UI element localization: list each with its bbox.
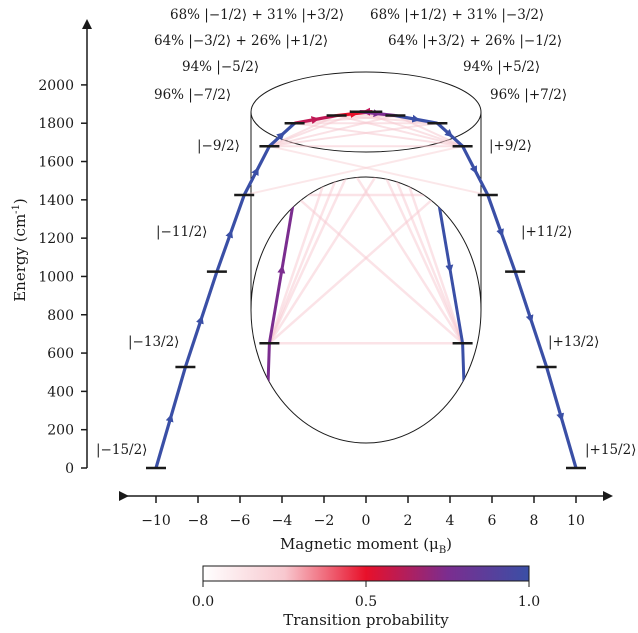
faint-transition-line: [394, 114, 464, 148]
colorbar: 0.0 0.5 1.0 Transition probability: [192, 565, 540, 629]
relaxation-path-segment: [513, 271, 549, 368]
y-tick-label: 200: [47, 423, 74, 439]
level-ticks: [146, 110, 586, 470]
inset-path-segment: [435, 194, 465, 344]
x-ticks: −10 −8 −6 −4 −2 0 2 4 6 8 10: [141, 496, 585, 529]
inset-faint-transition: [268, 177, 397, 344]
main-paths: [154, 107, 578, 469]
inset-faint-transition: [293, 194, 464, 345]
relaxation-path-segment: [294, 113, 337, 125]
faint-transition-line: [269, 122, 438, 148]
zoom-inset-ellipse: [250, 176, 482, 444]
y-tick-label: 1200: [38, 231, 74, 247]
relaxation-path-segment: [215, 194, 246, 273]
faint-transition-line: [243, 145, 463, 197]
state-label: |−11/2⟩: [156, 224, 207, 240]
state-label: 94% |+5/2⟩: [463, 59, 540, 75]
x-tick-label: −6: [230, 513, 251, 529]
y-tick-label: 400: [47, 384, 74, 400]
state-label: 64% |+3/2⟩ + 26% |−1/2⟩: [388, 33, 562, 49]
y-tick-label: 1800: [38, 116, 74, 132]
x-tick-label: 4: [446, 513, 455, 529]
relaxation-path-segment: [154, 366, 187, 469]
y-tick-label: 2000: [38, 78, 74, 94]
inset-path-segment: [267, 194, 297, 344]
faint-transition-line: [336, 114, 463, 148]
faint-transition-line: [359, 110, 463, 148]
inset-faint-transition: [268, 177, 374, 344]
x-tick-label: 6: [488, 513, 497, 529]
y-tick-label: 600: [47, 346, 74, 362]
state-label: |+9/2⟩: [489, 138, 532, 154]
y-tick-label: 1600: [38, 155, 74, 171]
relaxation-path-segment: [242, 145, 271, 196]
x-axis-title: Magnetic moment (μB): [280, 535, 452, 556]
colorbar-tick-label: 0.5: [355, 594, 377, 610]
y-tick-label: 0: [65, 461, 74, 477]
relaxation-path-segment: [436, 122, 464, 148]
colorbar-tick-label: 1.0: [518, 594, 540, 610]
relaxation-path-segment: [545, 366, 578, 469]
zoom-cylinder: [250, 71, 482, 444]
colorbar-tick-label: 0.0: [192, 594, 214, 610]
inset-faint-transition: [358, 177, 464, 344]
state-label: |+13/2⟩: [548, 334, 599, 350]
x-tick-label: −8: [188, 513, 209, 529]
y-ticks: 0 200 400 600 800 1000 1200 1400 1600 1800 2000: [38, 78, 87, 477]
faint-transition-line: [269, 145, 489, 197]
x-tick-label: −2: [314, 513, 335, 529]
inset-faint-transition: [371, 177, 464, 344]
relaxation-path-segment: [395, 113, 438, 125]
x-tick-label: −4: [272, 513, 293, 529]
inset-faint-transition: [268, 177, 361, 344]
x-tick-label: −10: [141, 513, 171, 529]
state-label: |−15/2⟩: [96, 442, 147, 458]
y-tick-label: 800: [47, 308, 74, 324]
relaxation-path-segment: [486, 194, 517, 273]
faint-transition-line: [269, 114, 396, 148]
colorbar-title: Transition probability: [283, 611, 449, 629]
state-label: |−9/2⟩: [197, 138, 240, 154]
y-tick-label: 1000: [38, 269, 74, 285]
state-label: 68% |−1/2⟩ + 31% |+3/2⟩: [170, 7, 344, 23]
inset-faint-transition: [335, 177, 464, 344]
state-label: |+11/2⟩: [521, 224, 572, 240]
y-axis-title: Energy (cm-1): [11, 198, 29, 302]
colorbar-gradient: [202, 565, 530, 582]
inset-path-segment: [263, 343, 272, 443]
x-tick-label: 2: [404, 513, 413, 529]
inset-path-segment: [460, 343, 469, 443]
x-tick-label: 10: [567, 513, 585, 529]
state-label: |+15/2⟩: [585, 442, 636, 458]
state-label: 96% |−7/2⟩: [154, 87, 231, 103]
x-tick-label: 0: [362, 513, 371, 529]
inset-paths: [259, 177, 473, 443]
relaxation-path-segment: [268, 122, 296, 148]
state-label: 64% |−3/2⟩ + 26% |+1/2⟩: [154, 33, 328, 49]
inset-faint-transition: [268, 194, 439, 345]
x-tick-label: 8: [530, 513, 539, 529]
state-labels: |−15/2⟩ |−13/2⟩ |−11/2⟩ |−9/2⟩ 96% |−7/2⟩ 94%…: [96, 7, 636, 458]
colorbar-ticks: 0.0 0.5 1.0: [192, 581, 540, 610]
relaxation-path-segment: [461, 145, 490, 196]
relaxation-path-segment: [183, 271, 219, 368]
state-label: 68% |+1/2⟩ + 31% |−3/2⟩: [370, 7, 544, 23]
state-label: |−13/2⟩: [128, 334, 179, 350]
y-tick-label: 1400: [38, 193, 74, 209]
faint-transition-line: [294, 122, 463, 148]
state-label: 94% |−5/2⟩: [182, 59, 259, 75]
faint-transitions: [243, 110, 489, 197]
state-label: 96% |+7/2⟩: [490, 87, 567, 103]
